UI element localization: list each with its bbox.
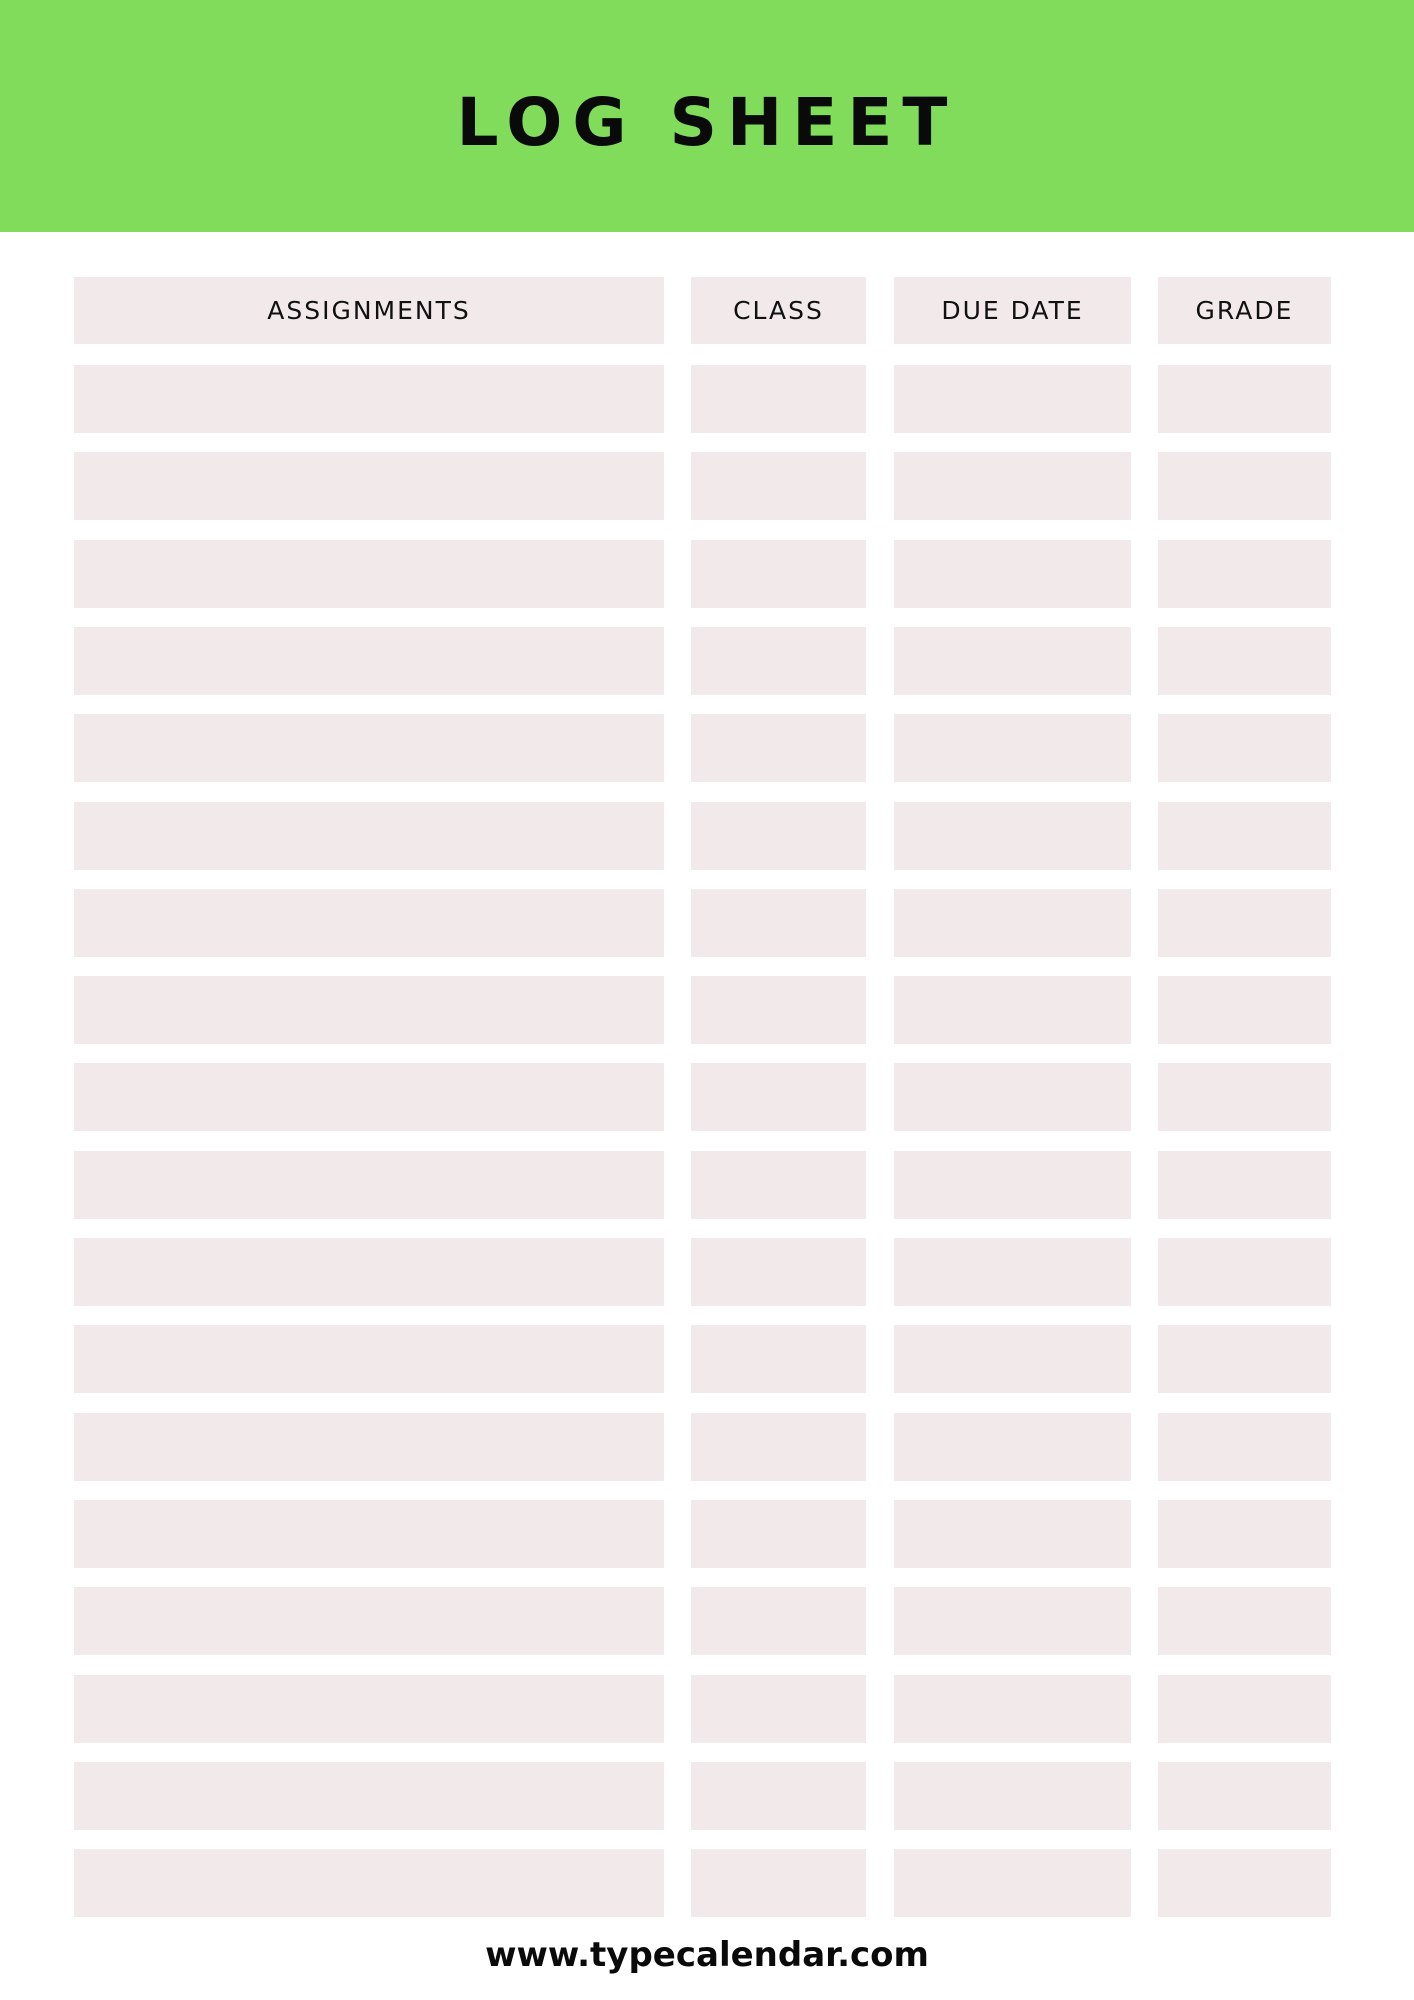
cell-assignments[interactable] <box>74 1063 664 1132</box>
column-header-grade: GRADE <box>1158 277 1331 344</box>
cell-due-date[interactable] <box>894 1063 1131 1132</box>
cell-grade[interactable] <box>1158 1849 1331 1918</box>
cell-class[interactable] <box>691 976 866 1045</box>
cell-class[interactable] <box>691 1499 866 1568</box>
cell-due-date[interactable] <box>894 1499 1131 1568</box>
cell-grade[interactable] <box>1158 626 1331 695</box>
cell-due-date[interactable] <box>894 1238 1131 1306</box>
cell-grade[interactable] <box>1158 1063 1331 1132</box>
cell-assignments[interactable] <box>74 1150 664 1219</box>
cell-assignments[interactable] <box>74 1412 664 1481</box>
cell-due-date[interactable] <box>894 801 1131 870</box>
cell-due-date[interactable] <box>894 365 1131 433</box>
cell-grade[interactable] <box>1158 1761 1331 1830</box>
cell-class[interactable] <box>691 365 866 433</box>
cell-due-date[interactable] <box>894 1761 1131 1830</box>
cell-class[interactable] <box>691 1587 866 1656</box>
header-banner: LOG SHEET <box>0 0 1414 232</box>
cell-due-date[interactable] <box>894 1674 1131 1743</box>
cell-due-date[interactable] <box>894 1325 1131 1394</box>
column-header-class: CLASS <box>691 277 866 344</box>
cell-class[interactable] <box>691 1150 866 1219</box>
cell-grade[interactable] <box>1158 801 1331 870</box>
cell-assignments[interactable] <box>74 365 664 433</box>
cell-due-date[interactable] <box>894 888 1131 957</box>
cell-grade[interactable] <box>1158 1238 1331 1306</box>
cell-grade[interactable] <box>1158 539 1331 608</box>
cell-grade[interactable] <box>1158 1150 1331 1219</box>
cell-assignments[interactable] <box>74 1499 664 1568</box>
cell-assignments[interactable] <box>74 801 664 870</box>
cell-grade[interactable] <box>1158 714 1331 783</box>
cell-assignments[interactable] <box>74 1674 664 1743</box>
cell-class[interactable] <box>691 1063 866 1132</box>
column-header-due-date: DUE DATE <box>894 277 1131 344</box>
cell-class[interactable] <box>691 452 866 521</box>
cell-class[interactable] <box>691 1238 866 1306</box>
page-title: LOG SHEET <box>456 83 958 161</box>
cell-grade[interactable] <box>1158 888 1331 957</box>
cell-due-date[interactable] <box>894 714 1131 783</box>
cell-grade[interactable] <box>1158 1499 1331 1568</box>
cell-grade[interactable] <box>1158 365 1331 433</box>
cell-class[interactable] <box>691 1849 866 1918</box>
cell-assignments[interactable] <box>74 1238 664 1306</box>
cell-class[interactable] <box>691 626 866 695</box>
cell-class[interactable] <box>691 888 866 957</box>
cell-assignments[interactable] <box>74 1587 664 1656</box>
cell-class[interactable] <box>691 1674 866 1743</box>
cell-grade[interactable] <box>1158 1325 1331 1394</box>
cell-class[interactable] <box>691 539 866 608</box>
cell-due-date[interactable] <box>894 626 1131 695</box>
cell-due-date[interactable] <box>894 1150 1131 1219</box>
footer-website: www.typecalendar.com <box>485 1935 929 1975</box>
cell-due-date[interactable] <box>894 1587 1131 1656</box>
cell-grade[interactable] <box>1158 1587 1331 1656</box>
cell-assignments[interactable] <box>74 888 664 957</box>
cell-due-date[interactable] <box>894 1412 1131 1481</box>
cell-grade[interactable] <box>1158 452 1331 521</box>
cell-grade[interactable] <box>1158 1674 1331 1743</box>
column-header-assignments: ASSIGNMENTS <box>74 277 664 344</box>
cell-grade[interactable] <box>1158 976 1331 1045</box>
cell-class[interactable] <box>691 714 866 783</box>
cell-assignments[interactable] <box>74 539 664 608</box>
cell-grade[interactable] <box>1158 1412 1331 1481</box>
cell-class[interactable] <box>691 1412 866 1481</box>
cell-assignments[interactable] <box>74 1849 664 1918</box>
cell-due-date[interactable] <box>894 539 1131 608</box>
cell-assignments[interactable] <box>74 714 664 783</box>
cell-assignments[interactable] <box>74 976 664 1045</box>
cell-assignments[interactable] <box>74 452 664 521</box>
cell-assignments[interactable] <box>74 1325 664 1394</box>
cell-class[interactable] <box>691 1761 866 1830</box>
cell-due-date[interactable] <box>894 976 1131 1045</box>
cell-assignments[interactable] <box>74 1761 664 1830</box>
cell-due-date[interactable] <box>894 1849 1131 1918</box>
cell-assignments[interactable] <box>74 626 664 695</box>
cell-class[interactable] <box>691 801 866 870</box>
cell-due-date[interactable] <box>894 452 1131 521</box>
cell-class[interactable] <box>691 1325 866 1394</box>
